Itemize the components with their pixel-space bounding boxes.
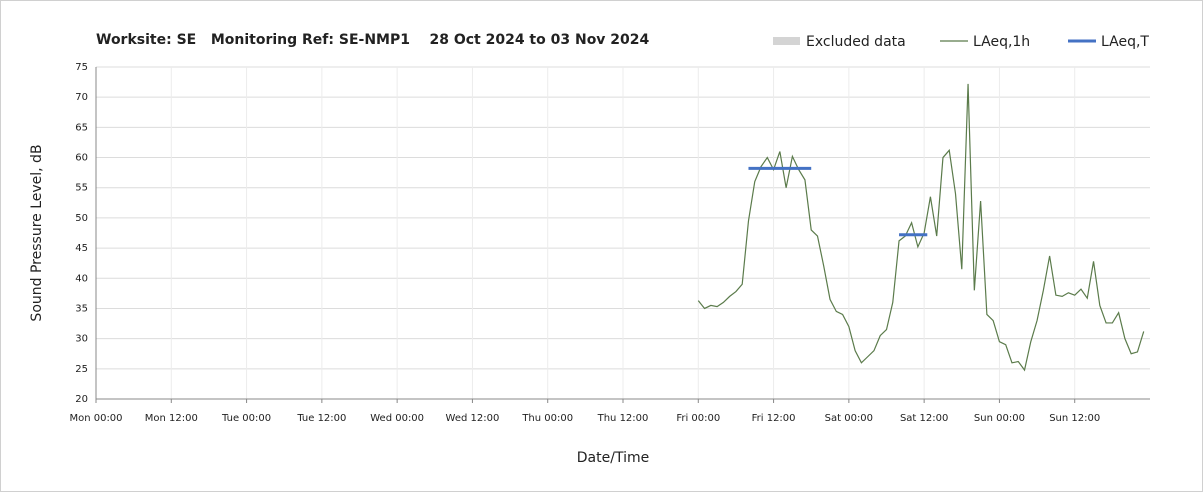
x-tick-label: Sat 12:00 [900,413,948,424]
legend-label: Excluded data [806,34,906,50]
legend-label: LAeq,T [1101,34,1149,50]
y-tick-label: 25 [75,364,88,375]
x-axis-label: Date/Time [577,450,649,466]
y-tick-label: 40 [75,273,88,284]
y-axis-label: Sound Pressure Level, dB [29,144,45,321]
y-tick-label: 70 [75,92,88,103]
y-tick-label: 45 [75,243,88,254]
y-tick-label: 65 [75,122,88,133]
x-tick-label: Fri 00:00 [676,413,720,424]
x-tick-label: Tue 00:00 [221,413,271,424]
legend-label: LAeq,1h [973,34,1030,50]
y-tick-label: 55 [75,183,88,194]
chart-title: Worksite: SE Monitoring Ref: SE-NMP1 28 … [96,32,650,48]
y-tick-label: 30 [75,334,88,345]
series-line [748,166,928,237]
x-tick-label: Mon 12:00 [145,413,198,424]
legend-swatch [773,37,800,45]
x-tick-label: Sat 00:00 [825,413,873,424]
x-tick-label: Mon 00:00 [69,413,122,424]
x-tick-label: Thu 12:00 [597,413,649,424]
y-tick-label: 20 [75,394,88,405]
x-tick-label: Wed 00:00 [370,413,424,424]
x-tick-label: Sun 00:00 [974,413,1025,424]
y-tick-label: 50 [75,213,88,224]
x-tick-label: Sun 12:00 [1049,413,1100,424]
x-tick-label: Fri 12:00 [752,413,796,424]
x-tick-label: Wed 12:00 [446,413,500,424]
x-tick-label: Thu 00:00 [521,413,573,424]
y-tick-label: 35 [75,303,88,314]
y-tick-label: 60 [75,153,88,164]
x-tick-label: Tue 12:00 [296,413,346,424]
y-tick-label: 75 [75,62,88,73]
